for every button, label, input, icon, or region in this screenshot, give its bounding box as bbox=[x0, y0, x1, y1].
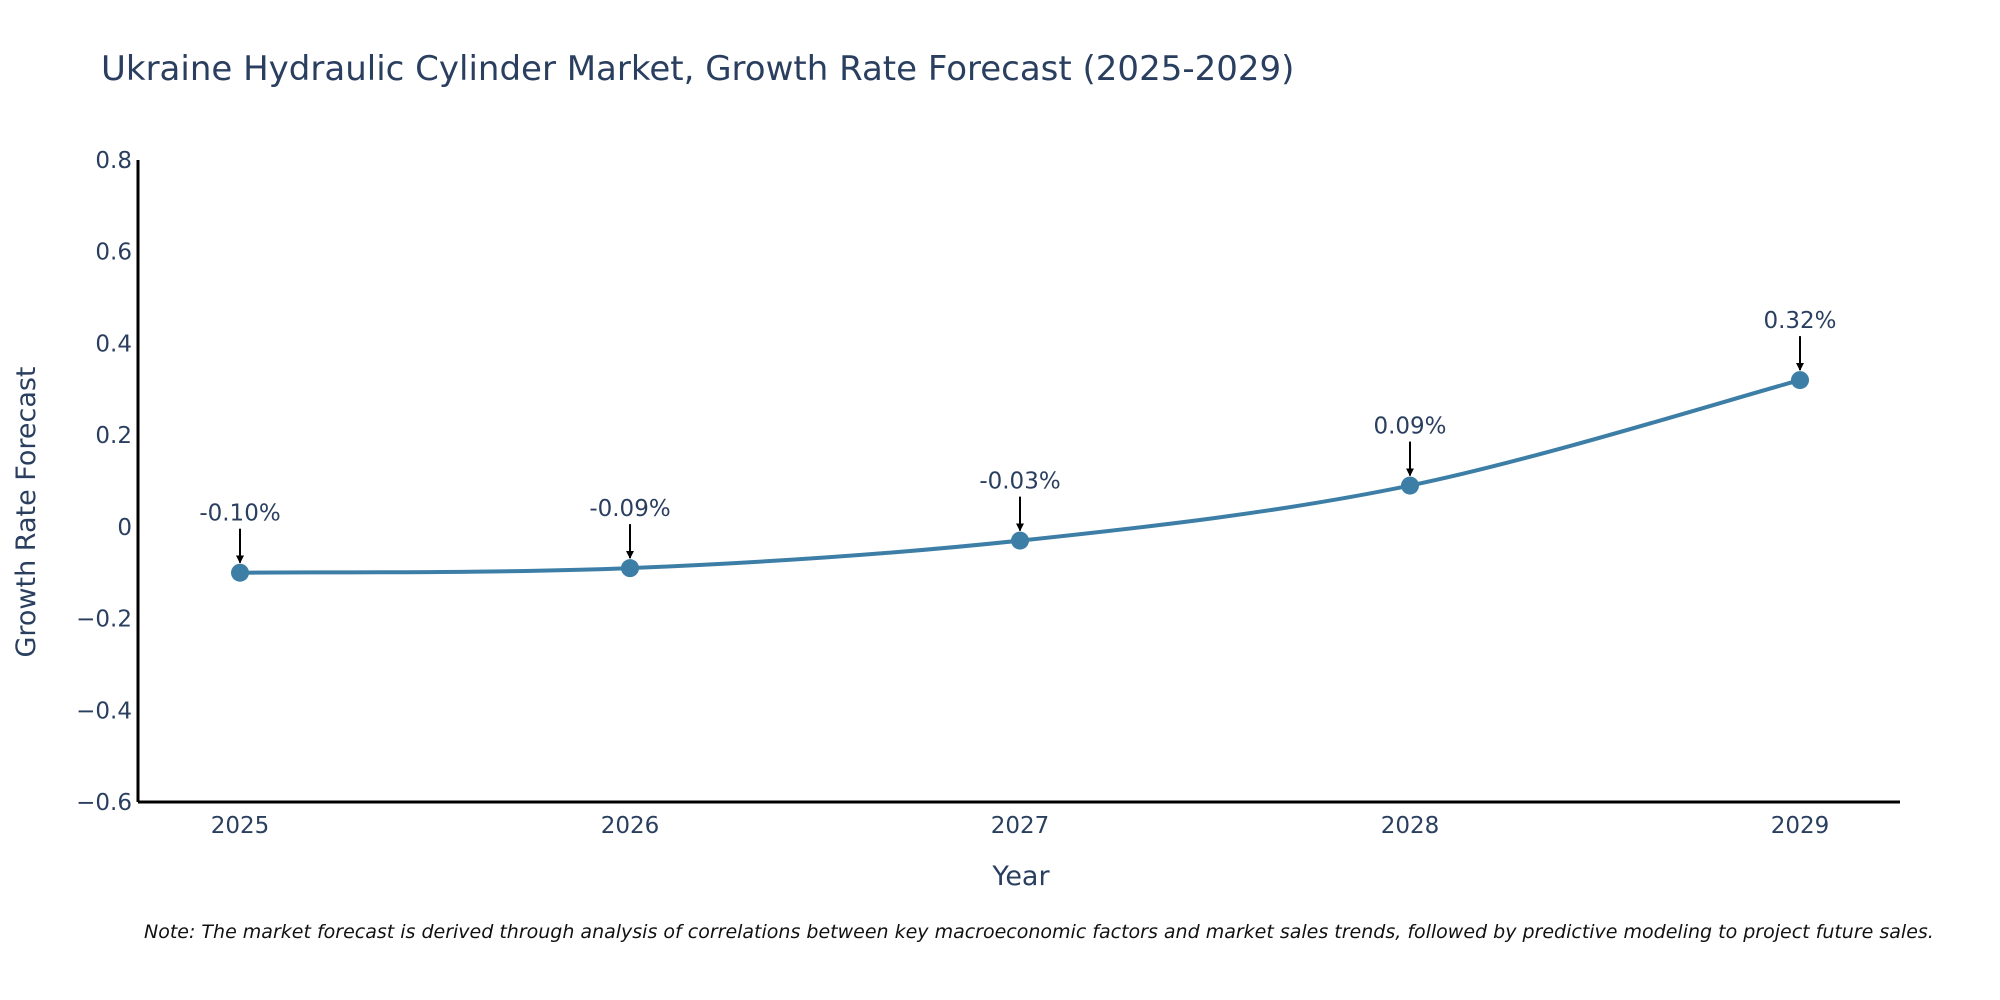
x-axis-title: Year bbox=[991, 861, 1050, 892]
data-label: -0.10% bbox=[199, 501, 280, 527]
y-axis-title: Growth Rate Forecast bbox=[11, 366, 42, 657]
data-point-marker bbox=[1791, 371, 1809, 390]
data-point-marker bbox=[621, 559, 639, 578]
y-tick-label: 0.2 bbox=[95, 423, 132, 449]
x-tick-label: 2026 bbox=[601, 813, 660, 839]
data-label: 0.09% bbox=[1373, 414, 1446, 440]
y-tick-label: 0.6 bbox=[95, 240, 132, 266]
y-axis-ticks: −0.6 −0.4 −0.2 0 0.2 0.4 0.6 0.8 bbox=[76, 148, 132, 816]
y-tick-label: 0 bbox=[117, 515, 132, 541]
data-markers bbox=[231, 371, 1809, 582]
x-tick-label: 2029 bbox=[1771, 813, 1830, 839]
data-annotations: -0.10% -0.09% -0.03% 0.09% 0.32% bbox=[199, 308, 1837, 564]
methodology-note: Note: The market forecast is derived thr… bbox=[144, 921, 1934, 943]
data-label: -0.09% bbox=[589, 496, 670, 522]
data-point-marker bbox=[231, 563, 249, 582]
x-axis-ticks: 2025 2026 2027 2028 2029 bbox=[211, 813, 1830, 839]
x-tick-label: 2025 bbox=[211, 813, 270, 839]
data-point-marker bbox=[1401, 476, 1419, 495]
x-tick-label: 2027 bbox=[991, 813, 1050, 839]
data-label: -0.03% bbox=[979, 469, 1060, 495]
data-point-marker bbox=[1011, 531, 1029, 550]
y-tick-label: −0.4 bbox=[76, 698, 132, 724]
y-tick-label: −0.6 bbox=[76, 790, 132, 816]
chart-title: Ukraine Hydraulic Cylinder Market, Growt… bbox=[101, 49, 1294, 89]
y-tick-label: 0.4 bbox=[95, 331, 132, 357]
data-label: 0.32% bbox=[1763, 308, 1836, 334]
y-tick-label: −0.2 bbox=[76, 607, 132, 633]
x-tick-label: 2028 bbox=[1381, 813, 1440, 839]
y-tick-label: 0.8 bbox=[95, 148, 132, 174]
